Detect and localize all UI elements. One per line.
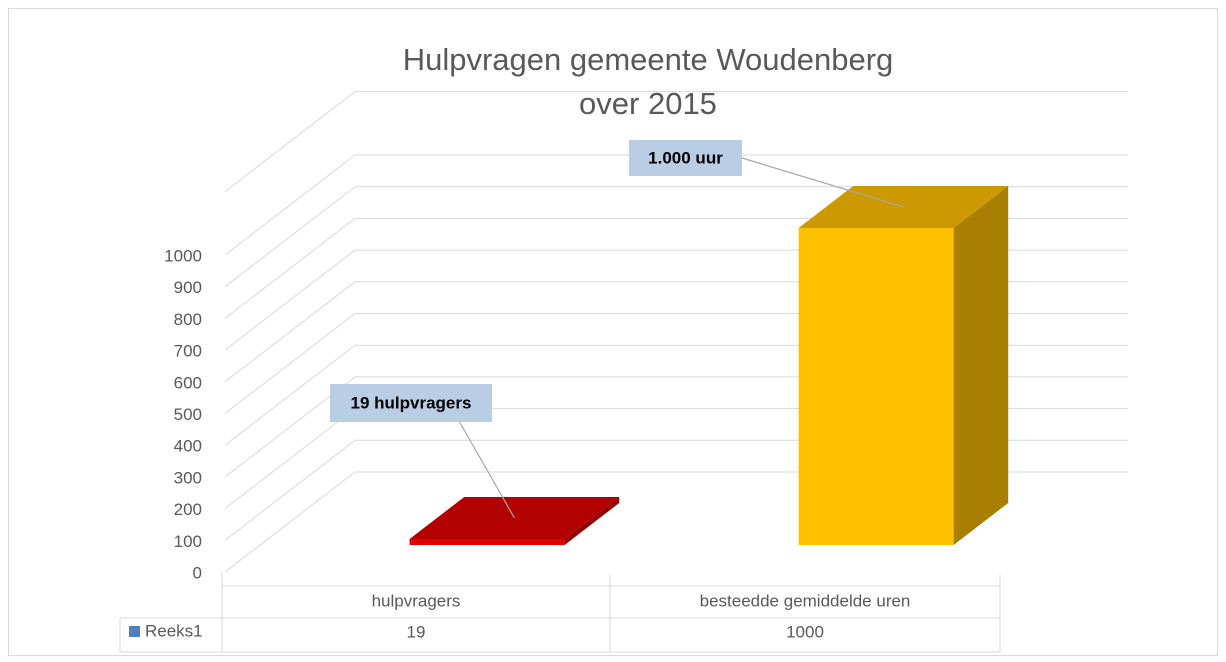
bar-side xyxy=(564,496,620,545)
y-tick-label: 700 xyxy=(174,342,202,361)
bar-side xyxy=(953,186,1009,545)
y-tick-label: 200 xyxy=(174,500,202,519)
y-tick-label: 100 xyxy=(174,532,202,551)
y-tick-label: 500 xyxy=(174,405,202,424)
grid-line xyxy=(224,91,1128,192)
bar-front xyxy=(409,538,565,545)
y-tick-label: 0 xyxy=(193,563,202,582)
y-tick-label: 600 xyxy=(174,373,202,392)
grid-line xyxy=(224,154,1128,256)
bar-front xyxy=(798,228,954,545)
leader-line xyxy=(741,157,904,208)
legend-label: Reeks1 xyxy=(145,621,203,640)
chart-title: Hulpvragen gemeente Woudenberg over 2015 xyxy=(402,42,894,121)
y-tick-label: 1000 xyxy=(164,246,202,265)
data-label-box xyxy=(330,384,492,422)
data-label: 19 hulpvragers xyxy=(351,393,472,412)
y-tick-label: 900 xyxy=(174,278,202,297)
leader-line xyxy=(459,421,515,519)
y-tick-label: 400 xyxy=(174,437,202,456)
bar xyxy=(798,186,1009,545)
x-tick-label: hulpvragers xyxy=(372,591,461,610)
data-label-box xyxy=(629,140,742,176)
data-label: 1.000 uur xyxy=(648,148,723,167)
chart-border xyxy=(8,8,1218,656)
y-tick-label: 300 xyxy=(174,468,202,487)
legend-swatch xyxy=(129,626,140,637)
y-tick-label: 800 xyxy=(174,310,202,329)
table-value: 19 xyxy=(407,622,426,641)
x-tick-label: besteedde gemiddelde uren xyxy=(700,591,911,610)
table-value: 1000 xyxy=(786,622,824,641)
